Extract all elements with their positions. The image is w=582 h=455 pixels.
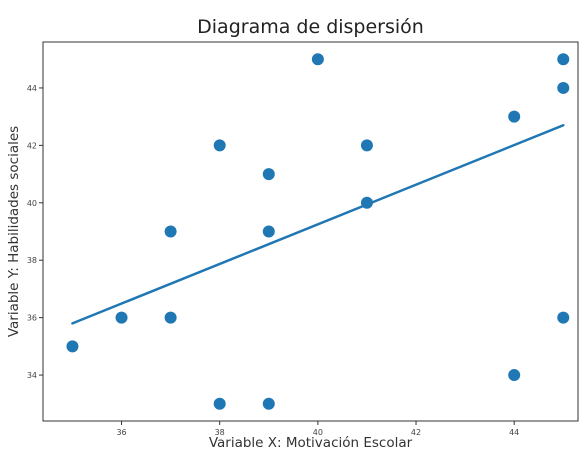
data-point: [164, 311, 177, 324]
data-point: [508, 369, 521, 382]
data-point: [262, 168, 275, 181]
data-point: [115, 311, 128, 324]
data-point: [213, 397, 226, 410]
data-point: [557, 311, 570, 324]
points-layer: [66, 53, 570, 410]
data-point: [311, 53, 324, 66]
data-point: [262, 397, 275, 410]
y-axis-label: Variable Y: Habilidades sociales: [6, 126, 22, 337]
x-tick-label: 36: [116, 428, 126, 437]
data-point: [213, 139, 226, 152]
y-tick-label: 38: [27, 256, 37, 265]
data-point: [360, 139, 373, 152]
x-axis: 36 38 40 42 44: [116, 421, 519, 437]
data-point: [262, 225, 275, 238]
y-tick-label: 36: [27, 314, 37, 323]
x-tick-label: 42: [411, 428, 421, 437]
plot-frame: [42, 41, 579, 422]
data-point: [66, 340, 79, 353]
trendline: [71, 124, 565, 325]
x-tick-label: 44: [509, 428, 519, 437]
y-tick-label: 42: [27, 141, 37, 150]
data-point: [164, 225, 177, 238]
trendline-layer: [71, 124, 565, 325]
y-tick-label: 34: [27, 371, 37, 380]
data-point: [360, 196, 373, 209]
x-axis-label: Variable X: Motivación Escolar: [209, 435, 413, 451]
y-axis: 34 36 38 40 42 44: [27, 84, 43, 380]
data-point: [557, 53, 570, 66]
data-point: [557, 81, 570, 94]
y-tick-label: 44: [27, 84, 37, 93]
x-tick-label: 40: [313, 428, 323, 437]
data-point: [508, 110, 521, 123]
chart-title: Diagrama de dispersión: [197, 16, 424, 38]
x-tick-label: 38: [215, 428, 225, 437]
y-tick-label: 40: [27, 199, 37, 208]
